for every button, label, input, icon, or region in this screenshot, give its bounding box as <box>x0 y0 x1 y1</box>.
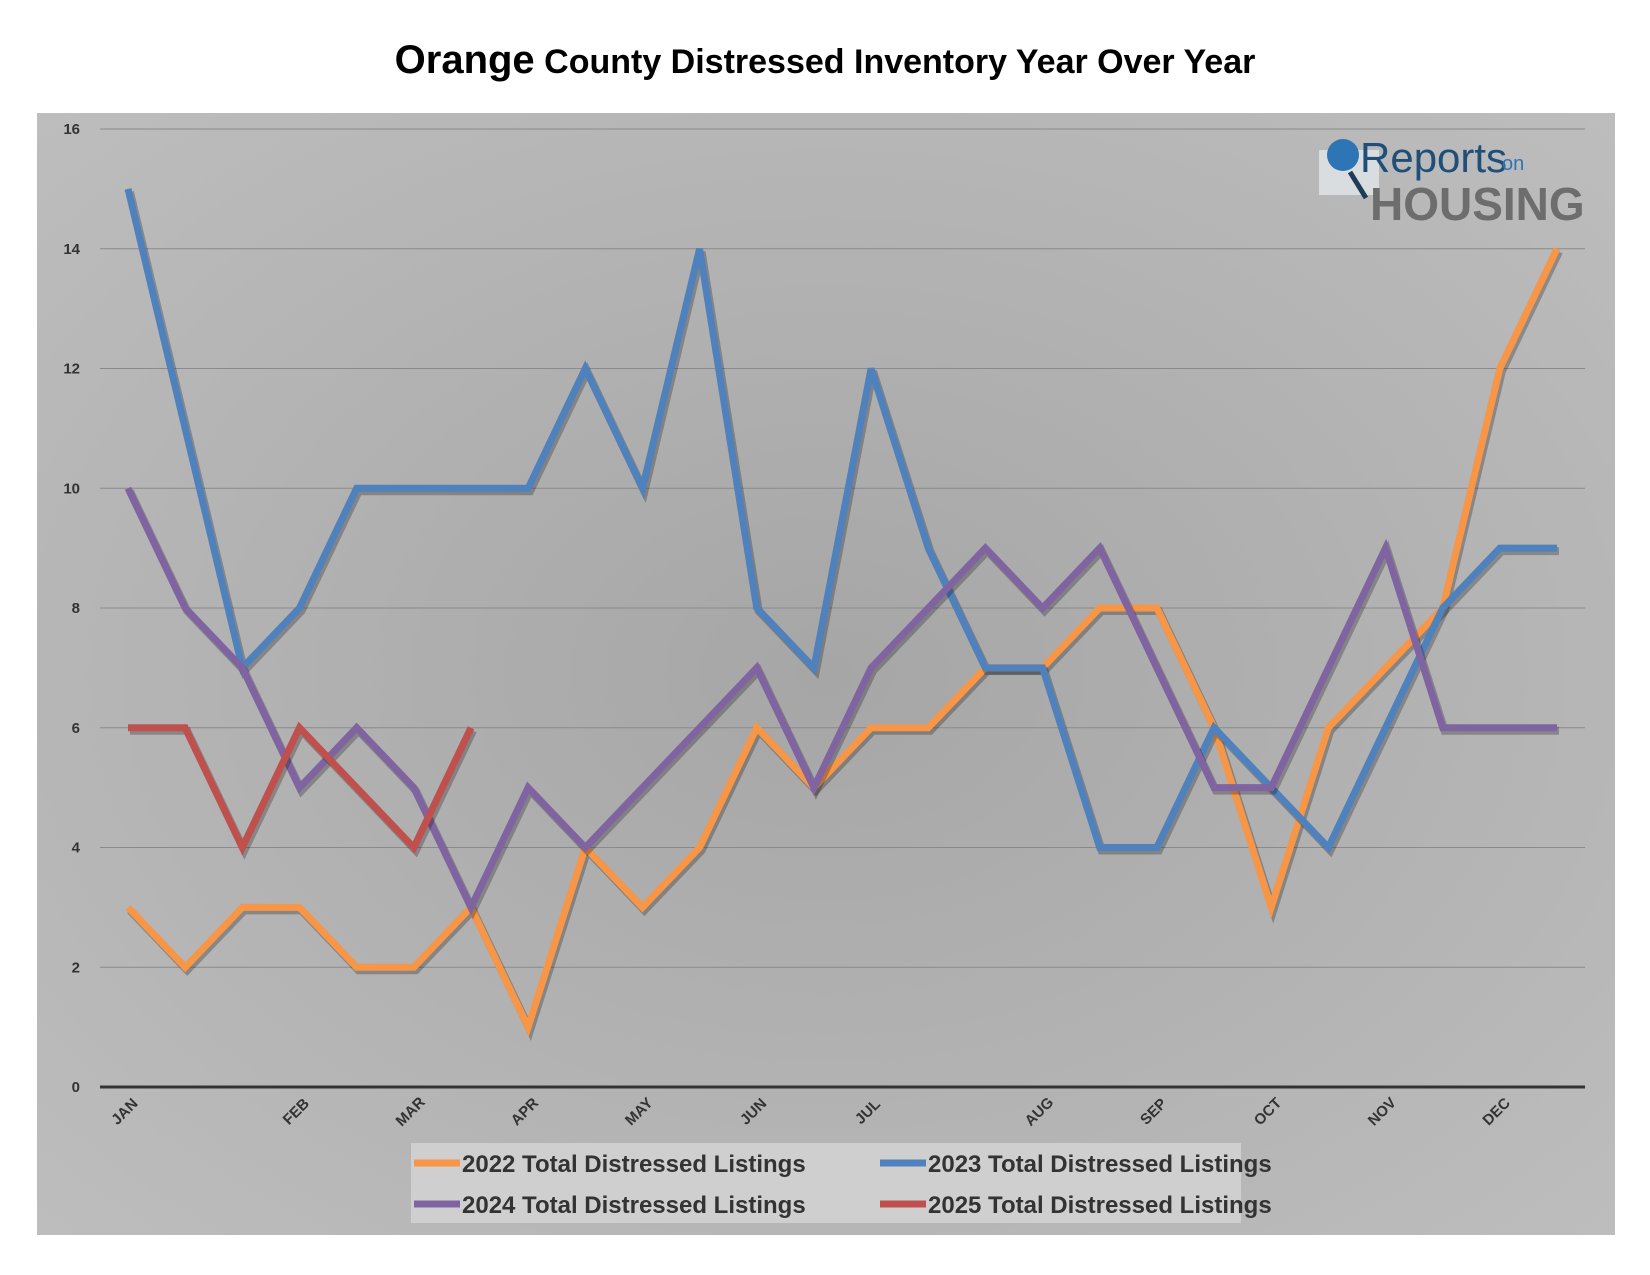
series-line-2023 <box>124 188 1557 854</box>
y-tick-label: 2 <box>72 959 80 976</box>
y-tick-label: 8 <box>72 600 80 617</box>
legend-label: 2023 Total Distressed Listings <box>928 1151 1272 1178</box>
title-rest: County Distressed Inventory Year Over Ye… <box>544 43 1256 81</box>
y-tick-label: 4 <box>72 840 81 857</box>
logo-on: on <box>1502 153 1524 175</box>
plot-background <box>37 113 1615 1235</box>
legend-label: 2022 Total Distressed Listings <box>462 1151 806 1178</box>
legend-box <box>411 1143 1241 1223</box>
legend-label: 2025 Total Distressed Listings <box>928 1192 1272 1219</box>
series-line-2022 <box>125 247 1561 1037</box>
chart-title: Orange County Distressed Inventory Year … <box>0 38 1650 83</box>
title-first-word: Orange <box>394 38 535 82</box>
y-tick-label: 10 <box>63 480 80 497</box>
y-tick-label: 14 <box>63 241 80 258</box>
legend-label: 2024 Total Distressed Listings <box>462 1192 806 1219</box>
reports-on-housing-logo: Reports on HOUSING <box>1319 134 1585 230</box>
y-tick-label: 6 <box>72 720 80 737</box>
y-tick-label: 16 <box>63 121 80 138</box>
legend: 2022 Total Distressed Listings 2023 Total… <box>411 1143 1272 1223</box>
y-tick-label: 0 <box>72 1079 80 1096</box>
logo-reports: Reports <box>1360 134 1507 181</box>
series-line-2024 <box>124 486 1557 916</box>
y-tick-label: 12 <box>63 361 80 378</box>
logo-housing: HOUSING <box>1370 178 1585 230</box>
